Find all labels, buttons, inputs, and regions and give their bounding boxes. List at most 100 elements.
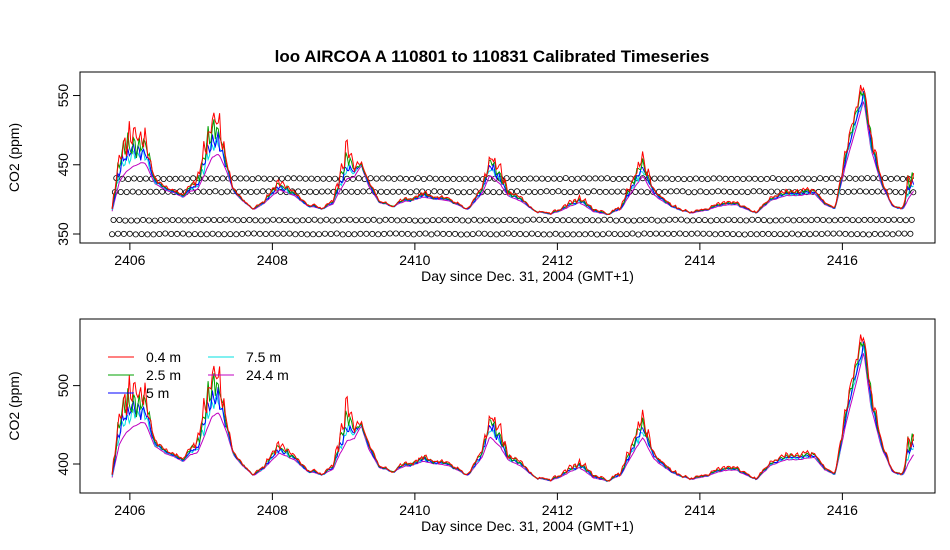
calibration-point [274, 230, 281, 237]
calibration-point [490, 189, 497, 196]
calibration-point [629, 230, 636, 237]
calibration-point [598, 175, 605, 182]
x-tick-label-bottom: 2406 [114, 502, 145, 518]
calibration-point [611, 230, 618, 237]
calibration-point [722, 175, 729, 182]
calibration-point [580, 175, 587, 182]
calibration-point [568, 175, 575, 182]
calibration-point [590, 188, 597, 195]
calibration-point [351, 231, 358, 238]
calibration-point [669, 175, 676, 182]
calibration-point [548, 217, 555, 224]
calibration-point [527, 175, 534, 182]
calibration-point [698, 175, 705, 182]
calibration-point [685, 189, 692, 196]
calibration-point [554, 216, 561, 223]
calibration-point [453, 216, 460, 223]
calibration-point [636, 217, 643, 224]
calibration-point [710, 175, 717, 182]
calibration-point [363, 230, 370, 237]
calibration-point [290, 175, 297, 182]
x-tick-label-top: 2406 [114, 252, 145, 268]
calibration-point [874, 188, 881, 195]
calibration-point [517, 230, 524, 237]
calibration-point [676, 230, 683, 237]
calibration-point [477, 217, 484, 224]
calibration-point [249, 175, 256, 182]
x-tick-label-bottom: 2410 [399, 502, 430, 518]
calibration-point [842, 230, 849, 237]
calibration-point [324, 188, 331, 195]
y-axis-label-top: CO2 (ppm) [6, 123, 22, 192]
calibration-point [706, 230, 713, 237]
calibration-point [342, 188, 349, 195]
calibration-point [261, 175, 268, 182]
calibration-point [687, 175, 694, 182]
calibration-point [447, 216, 454, 223]
chart-title: loo AIRCOA A 110801 to 110831 Calibrated… [275, 47, 710, 66]
calibration-point [240, 217, 247, 224]
calibration-point [144, 231, 151, 238]
calibration-point [469, 231, 476, 238]
calibration-point [772, 217, 779, 224]
calibration-point [385, 175, 392, 182]
calibration-point [429, 217, 436, 224]
calibration-point [574, 175, 581, 182]
x-tick-label-top: 2412 [542, 252, 573, 268]
calibration-point [855, 217, 862, 224]
calibration-point [719, 217, 726, 224]
calibration-point [312, 189, 319, 196]
calibration-point [277, 188, 284, 195]
calibration-point [181, 217, 188, 224]
calibration-point [398, 230, 405, 237]
calibration-point [276, 217, 283, 224]
calibration-point [245, 230, 252, 237]
calibration-point [721, 188, 728, 195]
calibration-point [582, 231, 589, 238]
calibration-point [731, 217, 738, 224]
calibration-point [701, 217, 708, 224]
calibration-point [644, 189, 651, 196]
calibration-point [314, 175, 321, 182]
calibration-point [293, 217, 300, 224]
calibration-point [151, 217, 158, 224]
calibration-point [752, 175, 759, 182]
calibration-point [889, 231, 896, 238]
calibration-point [327, 230, 334, 237]
calibration-point [346, 216, 353, 223]
calibration-point [738, 188, 745, 195]
calibration-point [215, 231, 222, 238]
panel-bottom: 2406 2408 2410 2412 2414 2416 400 500 Day since … [6, 318, 936, 534]
calibration-point [562, 175, 569, 182]
calibration-point [129, 188, 136, 195]
calibration-point [243, 175, 250, 182]
series-line-5-top [111, 101, 914, 216]
calibration-point [605, 230, 612, 237]
calibration-point [654, 217, 661, 224]
calibration-point [704, 176, 711, 183]
calibration-point [521, 175, 528, 182]
calibration-point [383, 188, 390, 195]
calibration-point [817, 175, 824, 182]
calibration-point [585, 189, 592, 196]
calibration-point [172, 175, 179, 182]
calibration-point [120, 230, 127, 237]
calibration-point [691, 189, 698, 196]
calibration-point [163, 217, 170, 224]
calibration-point [487, 231, 494, 238]
calibration-point [222, 216, 229, 223]
calibration-point [381, 230, 388, 237]
calibration-point [191, 231, 198, 238]
calibration-point [227, 231, 234, 238]
calibration-point [416, 230, 423, 237]
calibration-point [641, 230, 648, 237]
calibration-point [407, 189, 414, 196]
y-tick-label-bottom: 500 [55, 374, 71, 398]
calibration-point [834, 175, 841, 182]
calibration-point [725, 216, 732, 223]
calibration-point [403, 175, 410, 182]
calibration-point [134, 217, 141, 224]
y-tick-label-bottom: 400 [55, 452, 71, 476]
calibration-point [267, 175, 274, 182]
calibration-point [857, 188, 864, 195]
